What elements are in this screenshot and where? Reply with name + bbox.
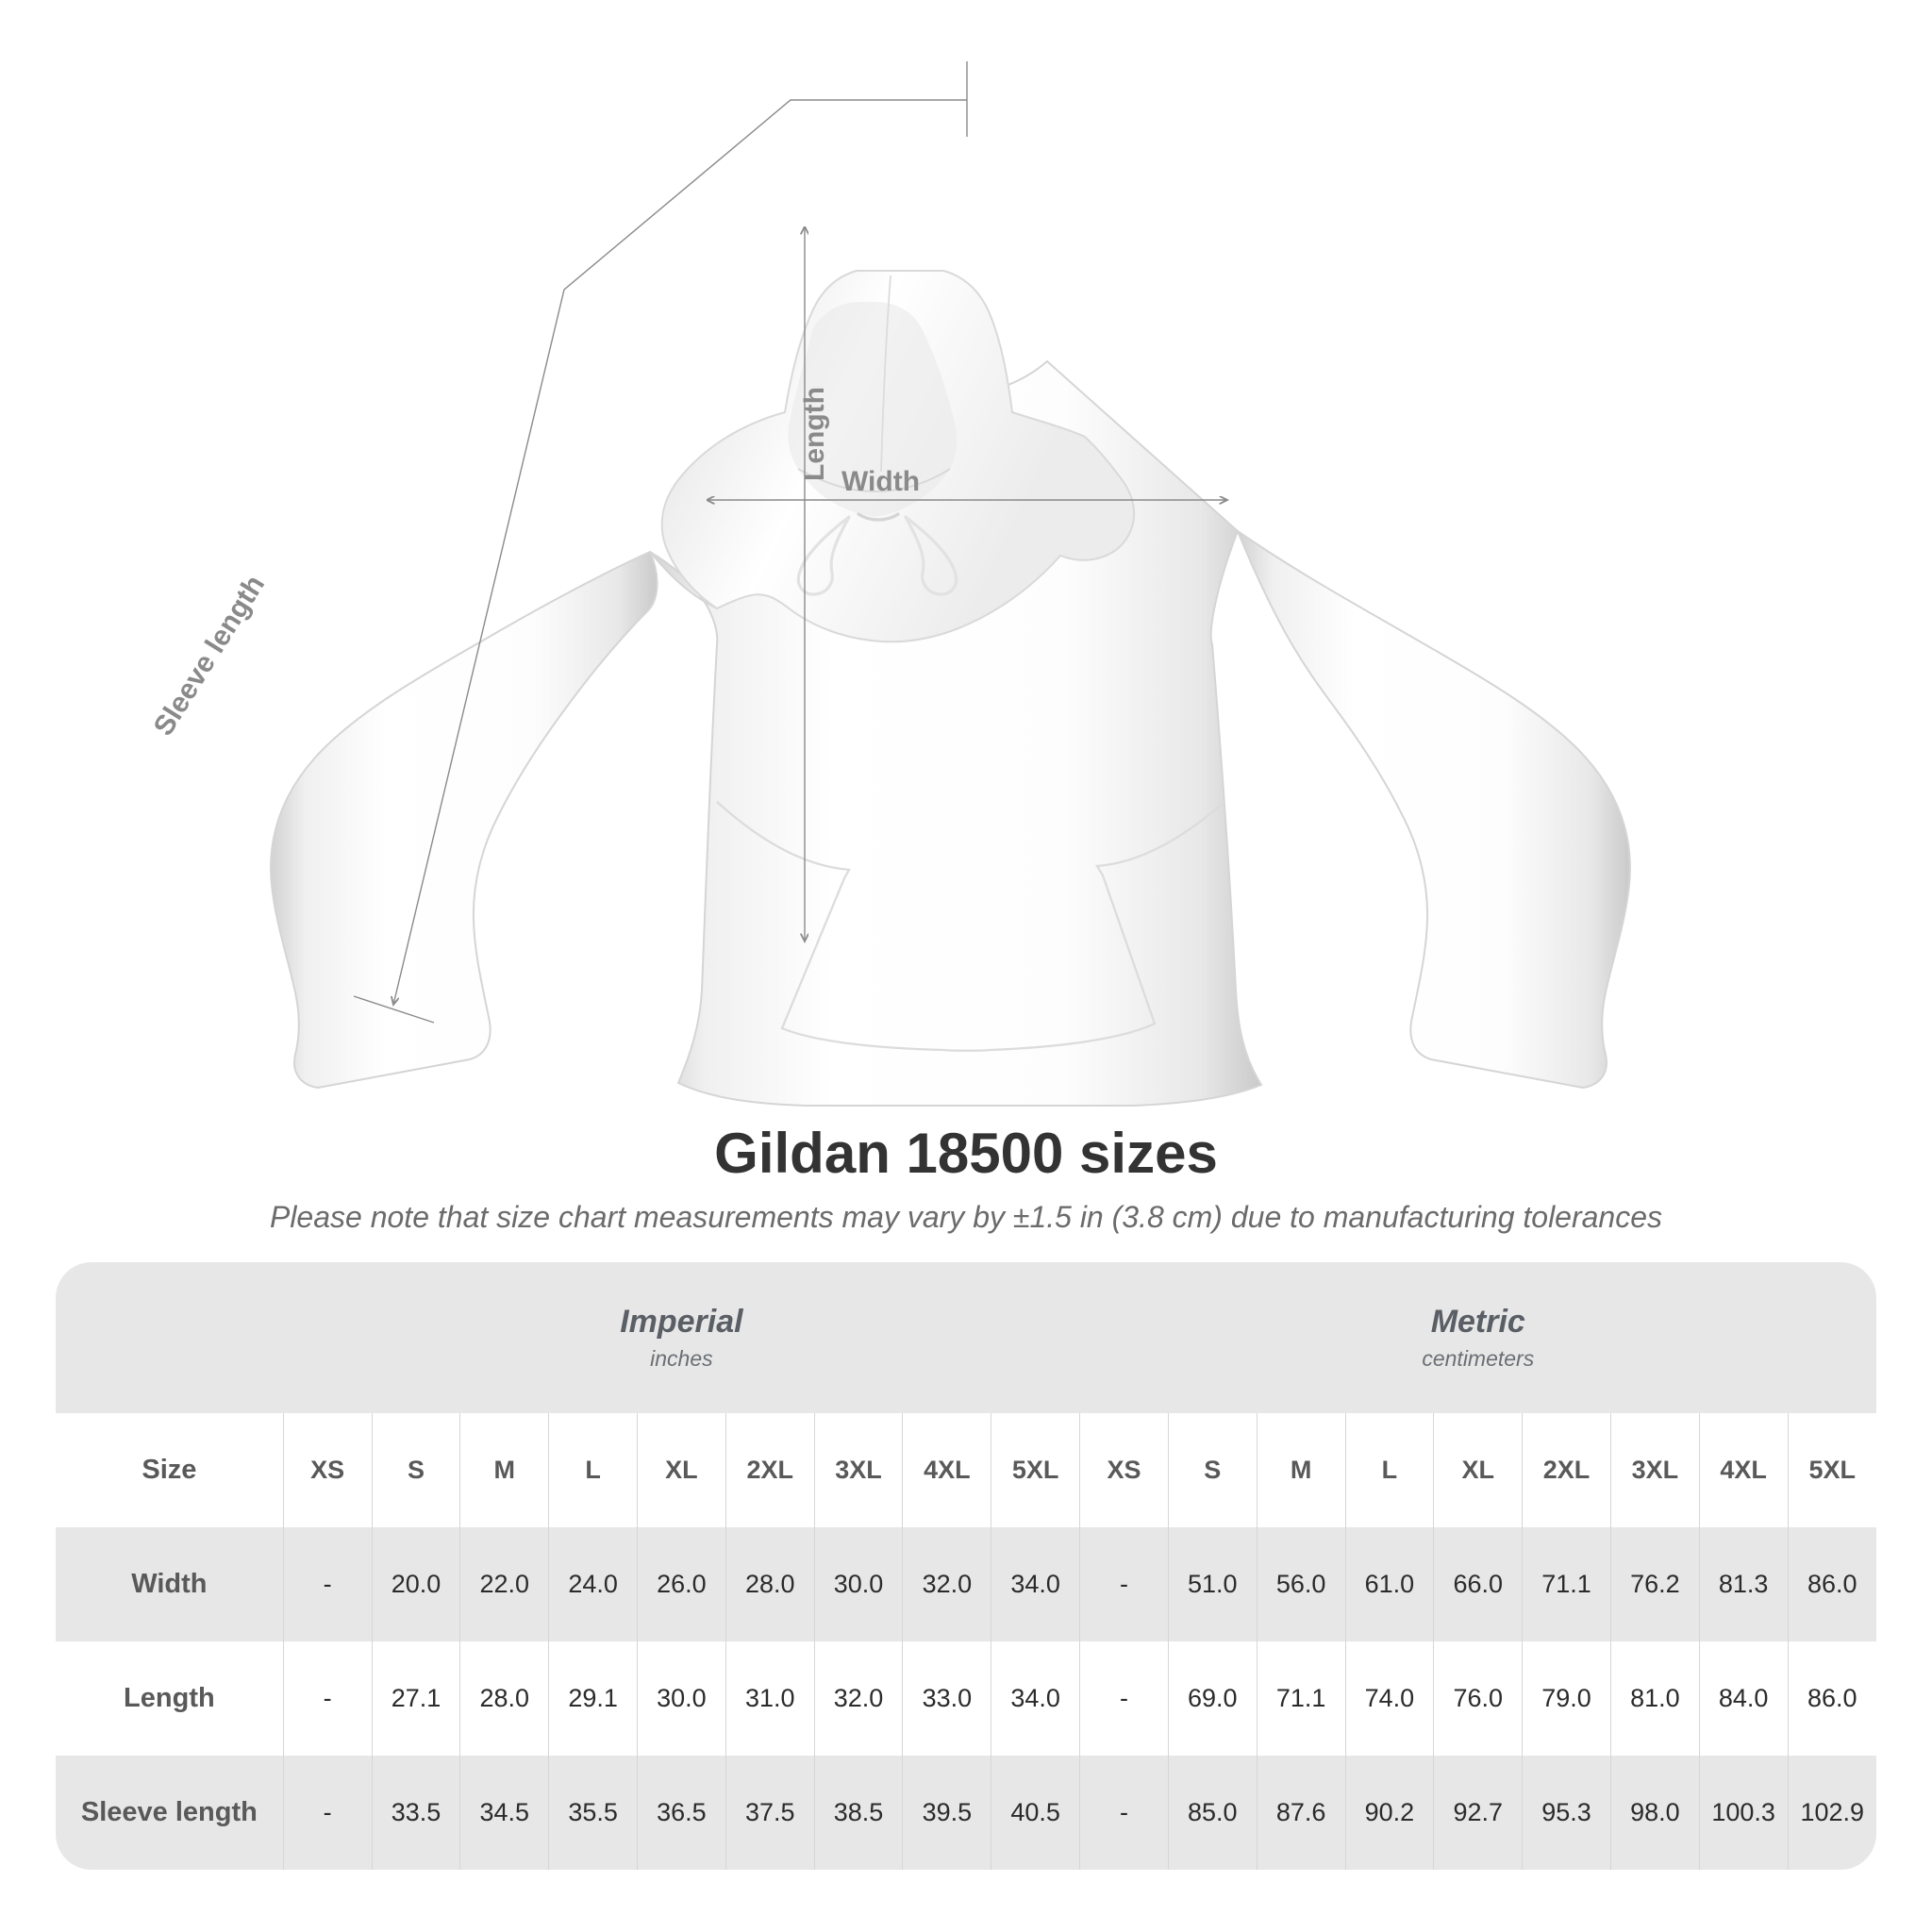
svg-text:Width: Width [841, 466, 920, 497]
svg-text:Length: Length [799, 387, 830, 481]
svg-text:Sleeve length: Sleeve length [148, 570, 271, 741]
